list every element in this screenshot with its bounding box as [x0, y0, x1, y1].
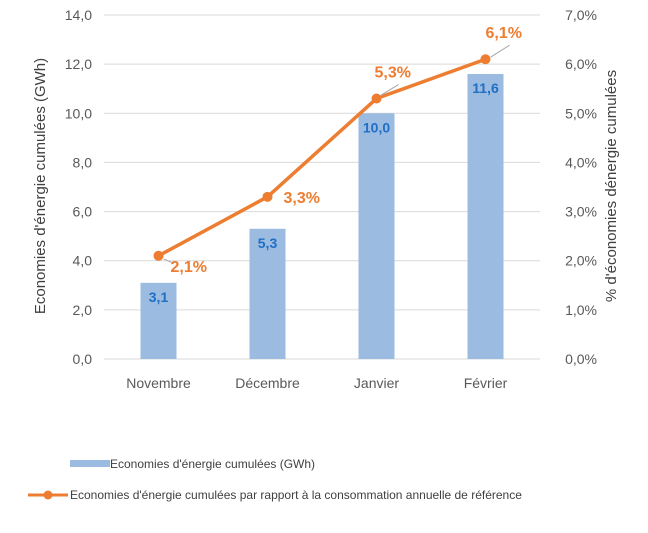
y-tick-label-right: 5,0%: [565, 105, 597, 121]
line-value-label: 3,3%: [284, 190, 320, 207]
legend-line-label: Economies d'énergie cumulées par rapport…: [70, 488, 522, 502]
y-tick-label-right: 1,0%: [565, 302, 597, 318]
x-tick-label: Décembre: [235, 375, 300, 391]
left-axis-ticks: 0,0 2,0 4,0 6,0 8,0 10,0 12,0 14,0: [65, 7, 92, 367]
leader-line: [380, 84, 399, 96]
legend-line-marker: [43, 490, 53, 500]
leader-line: [490, 44, 510, 58]
y-tick-label-left: 8,0: [73, 154, 93, 170]
bar: [140, 282, 177, 359]
bar-value-label: 5,3: [258, 235, 278, 251]
y-tick-label-left: 12,0: [65, 56, 92, 72]
bar-value-label: 10,0: [363, 119, 390, 135]
y-tick-label-right: 4,0%: [565, 154, 597, 170]
legend-bar-label: Economies d'énergie cumulées (GWh): [110, 457, 315, 471]
y-axis-title-right: % d'économies dénergie cumulées: [603, 70, 620, 302]
bar-value-label: 11,6: [472, 80, 499, 96]
x-tick-label: Janvier: [354, 375, 399, 391]
line-value-label: 5,3%: [375, 65, 411, 82]
y-tick-label-right: 3,0%: [565, 204, 597, 220]
legend-bar-swatch: [70, 460, 110, 467]
y-tick-label-left: 14,0: [65, 7, 92, 23]
bar: [358, 113, 395, 360]
y-tick-label-left: 4,0: [73, 253, 93, 269]
y-tick-label-right: 6,0%: [565, 56, 597, 72]
data-labels: 3,1 5,3 10,0 11,6 2,1% 3,3% 5,3% 6,1%: [149, 25, 522, 305]
line-value-label: 6,1%: [486, 25, 522, 42]
y-axis-title-left: Economies d'énergie cumulées (GWh): [32, 58, 49, 314]
line-value-label: 2,1%: [171, 259, 207, 276]
gridlines: [104, 14, 540, 360]
series-point: [480, 54, 491, 65]
y-tick-label-left: 0,0: [73, 351, 93, 367]
y-tick-label-left: 10,0: [65, 105, 92, 121]
bar: [249, 228, 286, 359]
x-tick-label: Novembre: [126, 375, 191, 391]
bar-series: [140, 73, 504, 360]
y-tick-label-right: 7,0%: [565, 7, 597, 23]
series-line: [156, 57, 488, 258]
series-point: [153, 250, 164, 261]
series-point: [262, 191, 273, 202]
x-axis-ticks: Novembre Décembre Janvier Février: [126, 375, 507, 391]
y-tick-label-left: 6,0: [73, 204, 93, 220]
right-axis-ticks: 0,0% 1,0% 2,0% 3,0% 4,0% 5,0% 6,0% 7,0%: [565, 7, 597, 367]
y-tick-label-right: 2,0%: [565, 253, 597, 269]
bar: [467, 73, 504, 359]
series-point: [371, 93, 382, 104]
y-tick-label-left: 2,0: [73, 302, 93, 318]
leader-line: [163, 258, 173, 264]
y-tick-label-right: 0,0%: [565, 351, 597, 367]
line-series: [153, 54, 491, 261]
bar-value-label: 3,1: [149, 289, 169, 305]
legend: Economies d'énergie cumulées (GWh) Econo…: [28, 457, 522, 502]
x-tick-label: Février: [464, 375, 508, 391]
